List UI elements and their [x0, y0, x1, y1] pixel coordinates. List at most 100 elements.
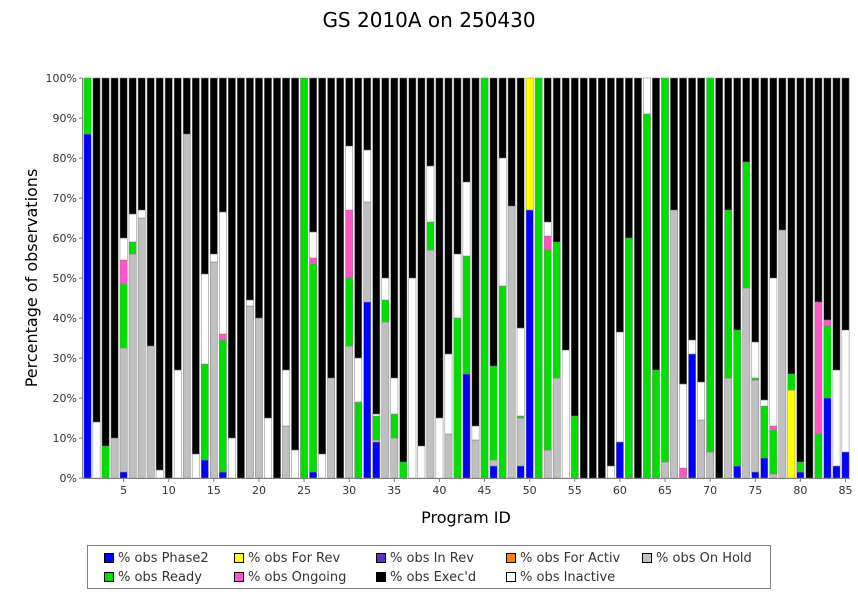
legend-label: % obs Phase2 — [118, 551, 209, 566]
bar-segment-phase2-49 — [516, 465, 525, 479]
bar-segment-ongoing-82 — [814, 301, 823, 435]
bar-segment-execd-53 — [552, 77, 561, 243]
bar-segment-onhold-74 — [742, 287, 751, 479]
bar-segment-inactive-17 — [228, 437, 236, 479]
bar-segment-phase2-16 — [219, 471, 227, 479]
y-tick-label: 50% — [53, 272, 77, 285]
bar-segment-ready-77 — [769, 429, 778, 475]
bar-segment-ready-25 — [300, 77, 308, 479]
bar-segment-phase2-60 — [616, 441, 624, 479]
bar-segment-inactive-13 — [191, 453, 200, 479]
bar-segment-ready-31 — [354, 401, 363, 479]
bar-segment-execd-16 — [219, 77, 227, 213]
bar-segment-execd-54 — [561, 77, 570, 351]
bar-segment-ongoing-16 — [219, 333, 227, 341]
y-tick-label: 30% — [53, 352, 77, 365]
bar-segment-execd-12 — [182, 77, 191, 135]
bar-segment-inactive-27 — [318, 453, 326, 479]
legend-swatch-inactive — [506, 572, 516, 582]
legend-swatch-phase2 — [104, 553, 114, 563]
legend-swatch-for-rev — [234, 553, 244, 563]
bar-segment-execd-47 — [498, 77, 507, 159]
bar-segment-onhold-34 — [381, 321, 390, 479]
legend-label: % obs Ready — [118, 570, 202, 585]
bar-segment-inactive-68 — [688, 339, 696, 355]
bar-segment-execd-11 — [173, 77, 182, 371]
legend-swatch-ready — [104, 572, 114, 582]
bar-segment-inactive-49 — [516, 327, 525, 417]
bar-segment-onhold-69 — [697, 419, 705, 479]
bar-segment-execd-68 — [688, 77, 696, 341]
y-tick-label: 40% — [53, 312, 77, 325]
legend-swatch-for-activ — [506, 553, 516, 563]
bar-segment-execd-38 — [417, 77, 426, 447]
bar-segment-onhold-70 — [706, 451, 715, 479]
bar-segment-inactive-16 — [219, 211, 227, 335]
x-tick-label: 35 — [387, 484, 401, 497]
bar-segment-inactive-24 — [291, 449, 299, 479]
bar-segment-ready-33 — [372, 415, 381, 441]
bar-segment-ready-73 — [733, 329, 742, 467]
bar-segment-inactive-44 — [471, 425, 480, 441]
bar-segment-onhold-53 — [552, 377, 561, 479]
bar-segment-onhold-32 — [363, 201, 372, 303]
x-tick-label: 50 — [523, 484, 537, 497]
bar-segment-inactive-34 — [381, 277, 390, 301]
bar-segment-inactive-76 — [760, 399, 769, 407]
bar-segment-ready-53 — [552, 241, 561, 379]
bar-segment-ongoing-26 — [309, 257, 317, 265]
bar-segment-ready-52 — [543, 249, 552, 451]
bar-segment-inactive-11 — [173, 369, 182, 479]
bar-segment-execd-56 — [579, 77, 588, 479]
x-tick-label: 65 — [658, 484, 672, 497]
bar-segment-ready-46 — [489, 365, 498, 461]
bar-segment-execd-58 — [597, 77, 606, 479]
bar-segment-execd-49 — [516, 77, 525, 329]
bar-segment-ready-5 — [119, 283, 128, 349]
bar-segment-inactive-67 — [679, 383, 687, 469]
bar-segment-onhold-49 — [516, 417, 525, 467]
bar-segment-onhold-46 — [489, 459, 498, 467]
bar-segment-execd-15 — [209, 77, 218, 255]
x-tick-label: 80 — [793, 484, 807, 497]
bar-segment-phase2-80 — [796, 471, 805, 479]
bar-segment-execd-72 — [724, 77, 733, 211]
bar-segment-execd-35 — [390, 77, 399, 379]
bar-segment-execd-18 — [237, 77, 245, 479]
bar-segment-phase2-85 — [841, 451, 850, 479]
legend-label: % obs For Rev — [248, 551, 341, 566]
bar-segment-execd-59 — [607, 77, 615, 467]
bar-segment-ready-79 — [787, 373, 796, 391]
bar-segment-phase2-68 — [688, 353, 696, 479]
bars-layer — [83, 77, 850, 479]
bar-segment-execd-44 — [471, 77, 480, 427]
x-tick-label: 55 — [568, 484, 582, 497]
bar-segment-inactive-37 — [408, 277, 417, 479]
bar-segment-ready-63 — [643, 113, 651, 479]
bar-segment-execd-8 — [146, 77, 155, 347]
legend-label: % obs Exec'd — [390, 570, 477, 585]
bar-segment-inactive-5 — [119, 237, 128, 261]
legend-swatch-execd — [376, 572, 386, 582]
bar-segment-execd-55 — [570, 77, 579, 417]
bar-segment-execd-43 — [462, 77, 471, 183]
bar-segment-inactive-43 — [462, 181, 471, 257]
bar-segment-inactive-84 — [832, 369, 841, 467]
bar-segment-execd-33 — [372, 77, 381, 415]
x-tick-label: 60 — [613, 484, 627, 497]
bar-segment-onhold-7 — [137, 217, 146, 479]
bar-segment-ongoing-5 — [119, 259, 128, 285]
bar-segment-ready-75 — [751, 377, 760, 381]
x-tick-label: 45 — [478, 484, 492, 497]
chart-title: GS 2010A on 250430 — [322, 8, 536, 32]
bar-segment-execd-27 — [318, 77, 326, 455]
bar-segment-onhold-19 — [246, 305, 254, 479]
bar-segment-execd-39 — [426, 77, 435, 167]
bar-segment-ready-26 — [309, 263, 317, 473]
bar-segment-inactive-26 — [309, 231, 317, 259]
bar-segment-inactive-32 — [363, 149, 372, 203]
bar-segment-ready-30 — [345, 277, 354, 347]
bar-segment-inactive-35 — [390, 377, 399, 415]
bar-segment-onhold-66 — [670, 209, 678, 479]
x-tick-label: 40 — [432, 484, 446, 497]
